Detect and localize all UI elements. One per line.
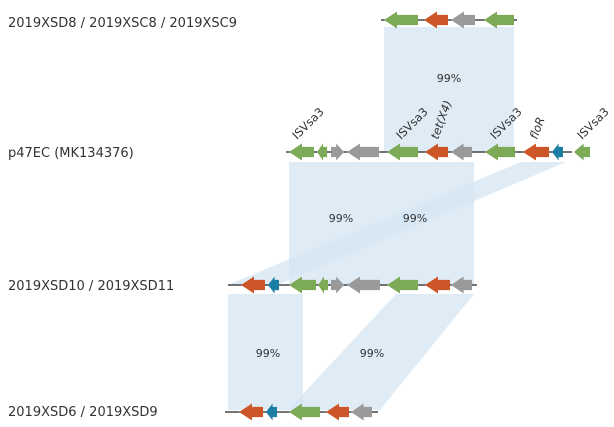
homology-band: [384, 27, 514, 152]
gene-arrow-hypothetical: [331, 143, 344, 161]
gene-arrow-resistance: [326, 403, 349, 421]
identity-label: 99%: [360, 347, 384, 360]
track-label: 2019XSD10 / 2019XSD11: [8, 279, 174, 294]
gene-arrow-resistance: [425, 143, 448, 161]
gene-arrow-hypothetical: [451, 143, 472, 161]
identity-labels: 99% 99% 99% 99% 99%: [256, 72, 461, 360]
gene-arrow-resistance: [425, 276, 450, 294]
identity-label: 99%: [329, 212, 353, 225]
gene-arrow-hypothetical: [451, 276, 472, 294]
gene-label-flor: floR: [527, 115, 548, 141]
gene-arrow-mobile-element: [574, 143, 590, 161]
track-label: 2019XSD6 / 2019XSD9: [8, 405, 158, 420]
identity-label: 99%: [256, 347, 280, 360]
track-label: 2019XSD8 / 2019XSC8 / 2019XSC9: [8, 16, 237, 31]
gene-arrow-mobile-element: [289, 276, 316, 294]
gene-arrow-hypothetical: [351, 403, 372, 421]
identity-label: 99%: [437, 72, 461, 85]
gene-arrow-resistance: [241, 276, 265, 294]
gene-arrow-hypothetical: [451, 11, 475, 29]
gene-arrow-regulatory: [552, 143, 563, 161]
gene-label-isvsa3: ISVsa3: [574, 105, 611, 142]
track-labels: 2019XSD8 / 2019XSC8 / 2019XSC9 p47EC (MK…: [8, 16, 237, 420]
homology-band: [228, 294, 303, 410]
gene-arrow-regulatory: [266, 403, 277, 421]
homology-layer: [228, 27, 566, 410]
gene-arrow-hypothetical: [331, 276, 344, 294]
gene-arrow-mobile-element: [384, 11, 418, 29]
genes-layer: [239, 11, 590, 421]
gene-arrow-mobile-element: [387, 276, 418, 294]
gene-arrow-resistance: [424, 11, 448, 29]
gene-arrow-mobile-element: [317, 143, 327, 161]
identity-label: 99%: [403, 212, 427, 225]
gene-arrow-regulatory: [268, 276, 279, 294]
gene-arrow-mobile-element: [318, 276, 328, 294]
gene-arrow-mobile-element: [485, 143, 515, 161]
gene-label-isvsa3: ISVsa3: [289, 105, 326, 142]
gene-arrow-resistance: [523, 143, 549, 161]
homology-band: [288, 294, 474, 410]
gene-arrow-resistance: [239, 403, 263, 421]
homology-band: [228, 162, 566, 285]
gene-arrow-mobile-element: [289, 143, 314, 161]
gene-arrow-mobile-element: [484, 11, 514, 29]
gene-arrow-hypothetical: [347, 276, 380, 294]
track-label: p47EC (MK134376): [8, 146, 134, 161]
gene-arrow-mobile-element: [387, 143, 418, 161]
gene-arrow-mobile-element: [289, 403, 320, 421]
gene-arrow-hypothetical: [347, 143, 379, 161]
